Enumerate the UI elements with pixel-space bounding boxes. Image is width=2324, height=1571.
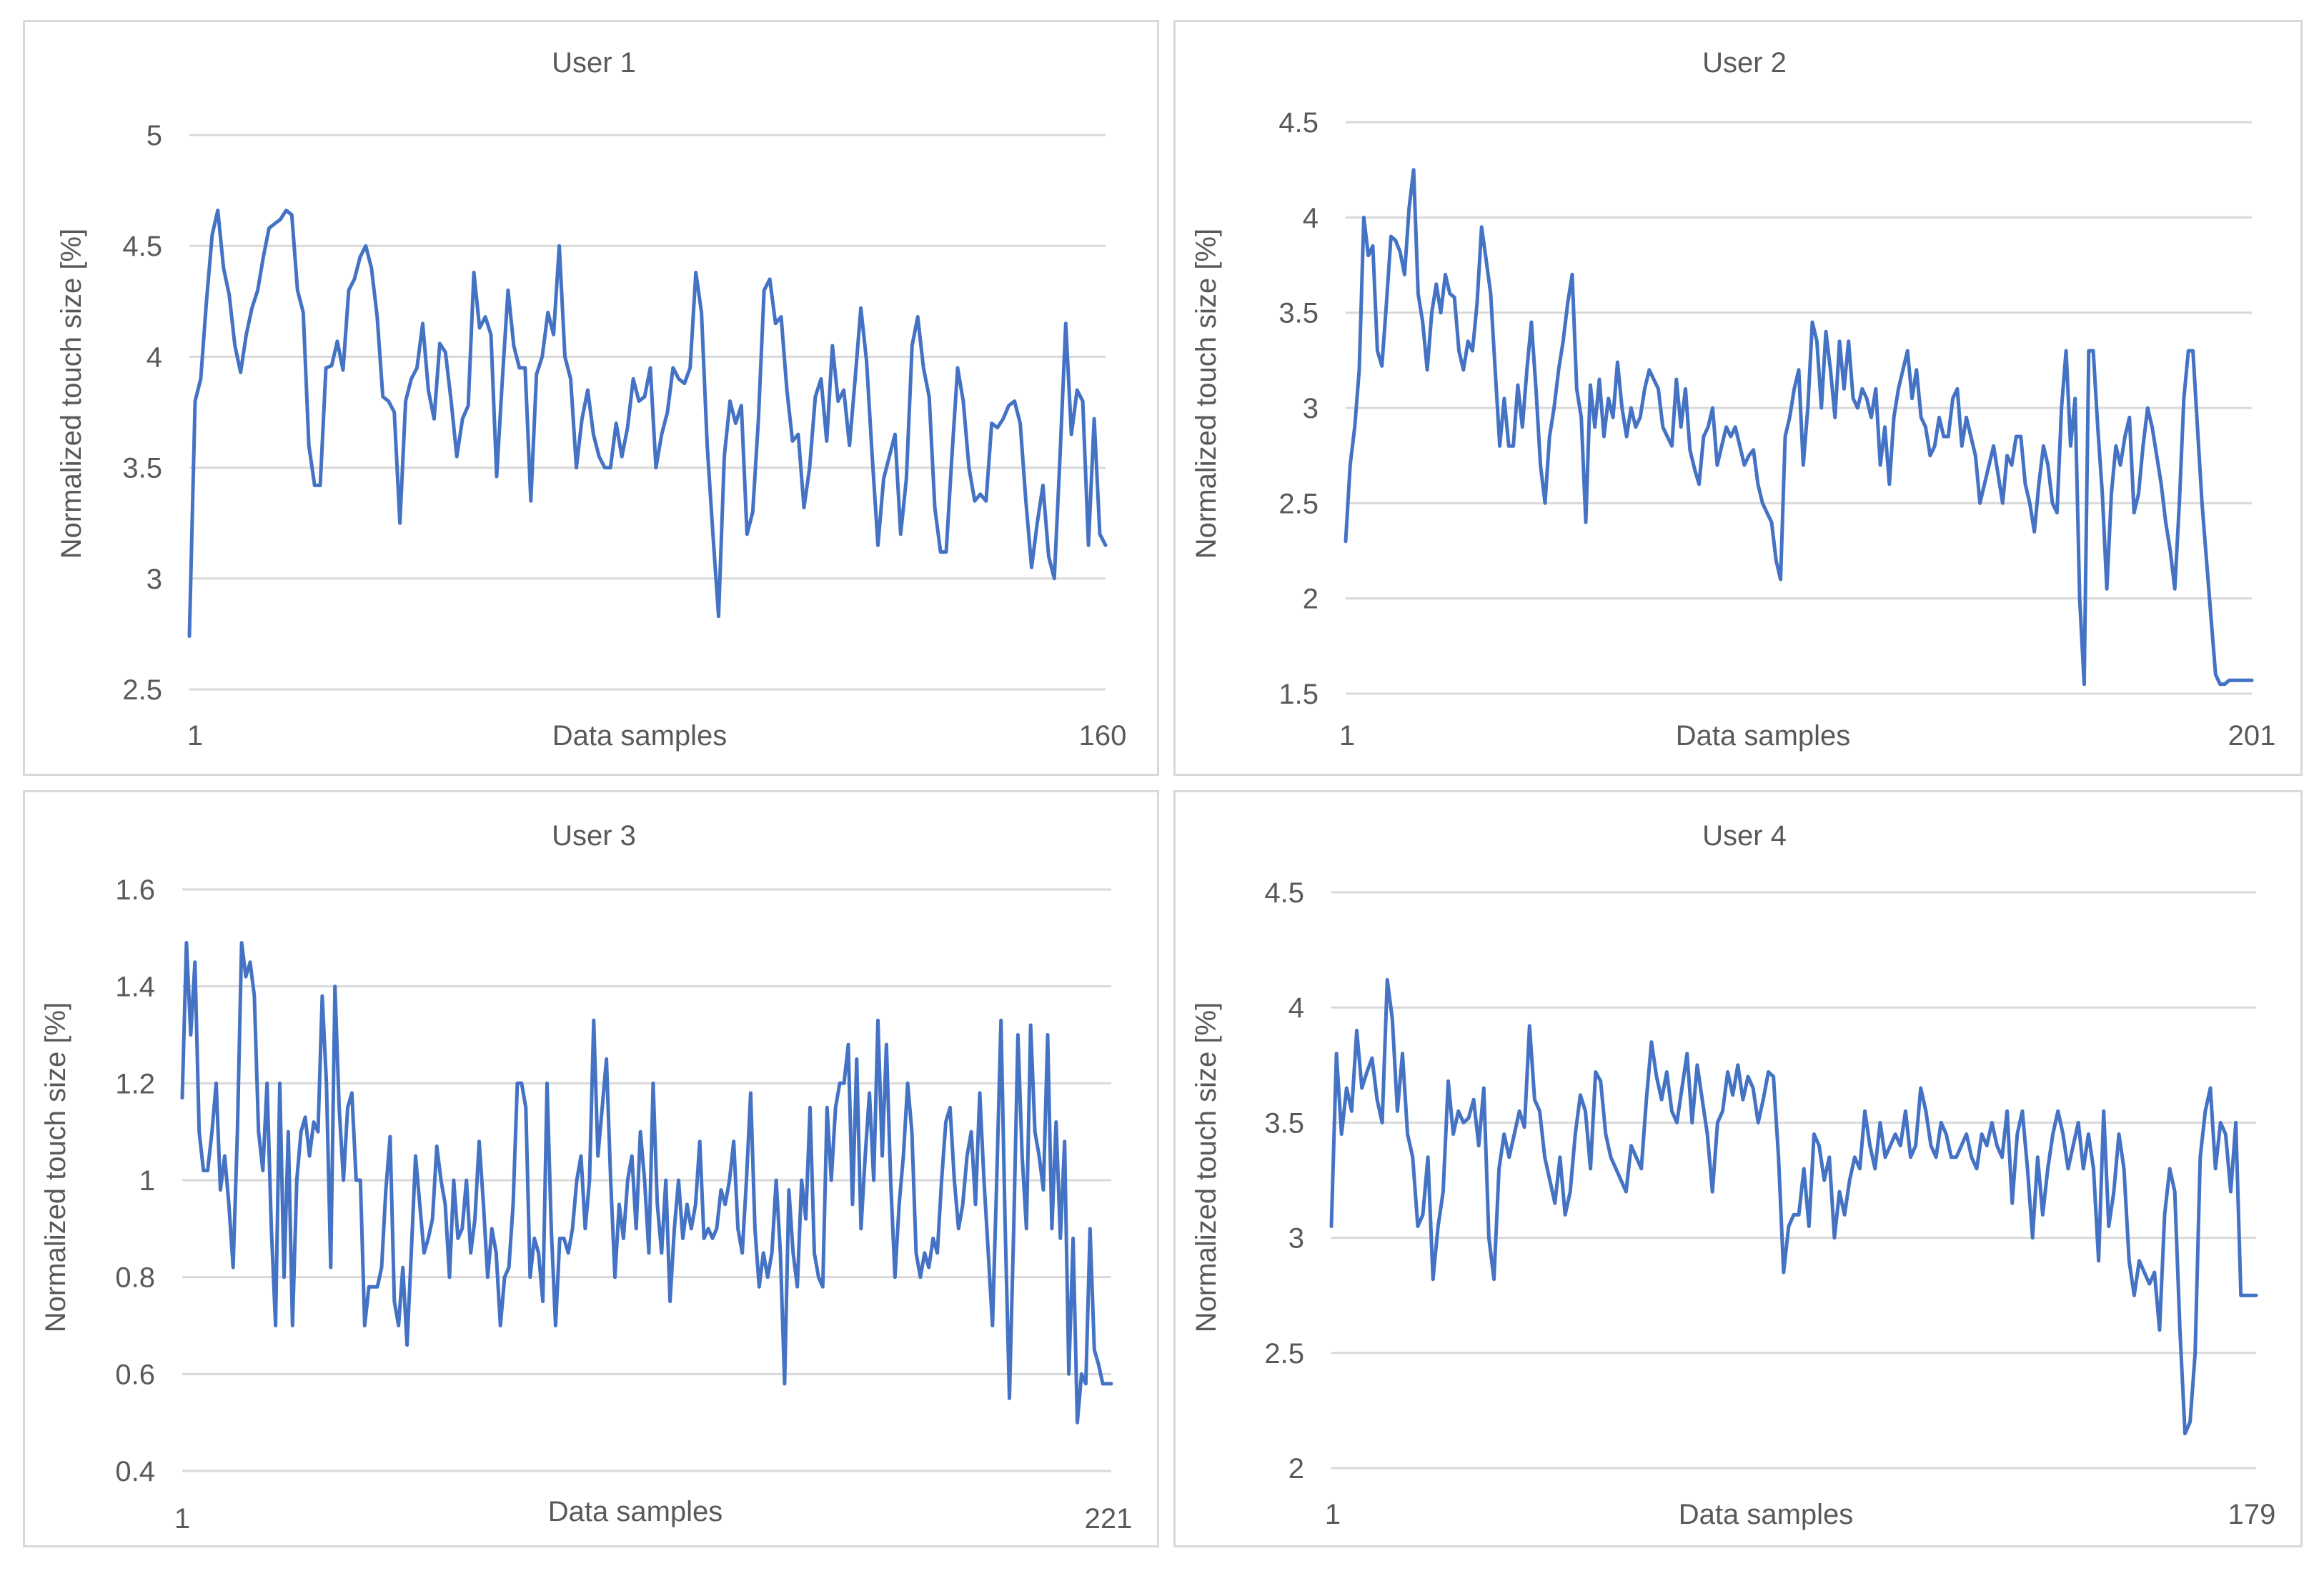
y-tick-group: 1.5 2 2.5 3 3.5 4 4.5 bbox=[1278, 107, 1319, 710]
x-tick-label: 201 bbox=[2228, 720, 2276, 752]
x-tick-label: 1 bbox=[1325, 1499, 1341, 1530]
y-tick-label: 1 bbox=[139, 1165, 155, 1197]
y-tick-label: 2.5 bbox=[122, 674, 162, 706]
y-tick-label: 5 bbox=[147, 120, 162, 151]
y-tick-label: 4.5 bbox=[1278, 107, 1319, 139]
y-tick-label: 3 bbox=[1288, 1223, 1304, 1255]
y-axis-title: Normalized touch size [%] bbox=[1191, 229, 1222, 559]
chart-svg-user-3: User 3 Normalized touch size [%] Data sa… bbox=[40, 820, 1133, 1535]
y-axis-title: Normalized touch size [%] bbox=[40, 1002, 71, 1332]
chart-svg-user-1: User 1 Normalized touch size [%] Data sa… bbox=[56, 47, 1127, 752]
y-tick-label: 4.5 bbox=[1264, 877, 1304, 909]
y-tick-label: 4 bbox=[1303, 202, 1319, 234]
y-tick-label: 0.4 bbox=[115, 1456, 155, 1487]
y-tick-label: 2 bbox=[1303, 584, 1319, 615]
y-tick-label: 0.6 bbox=[115, 1359, 155, 1390]
x-tick-label: 1 bbox=[1339, 720, 1355, 752]
chart-title: User 2 bbox=[1702, 47, 1787, 79]
x-tick-label: 1 bbox=[187, 720, 203, 752]
y-tick-label: 3 bbox=[1303, 393, 1319, 424]
x-axis-title: Data samples bbox=[1679, 1499, 1854, 1530]
y-tick-label: 1.6 bbox=[115, 874, 155, 906]
series-line-user-2 bbox=[1344, 168, 2254, 687]
chart-svg-user-4: User 4 Normalized touch size [%] Data sa… bbox=[1191, 820, 2276, 1530]
y-tick-label: 3.5 bbox=[1264, 1107, 1304, 1139]
series-line-user-1 bbox=[187, 209, 1108, 638]
chart-title: User 3 bbox=[552, 820, 636, 852]
y-tick-label: 3 bbox=[147, 564, 162, 595]
x-tick-label: 221 bbox=[1085, 1503, 1133, 1535]
grid-group bbox=[182, 888, 1111, 1472]
y-tick-label: 1.2 bbox=[115, 1068, 155, 1099]
y-tick-label: 3.5 bbox=[122, 453, 162, 484]
y-tick-label: 3.5 bbox=[1278, 298, 1319, 329]
chart-panel-user-2: User 2 Normalized touch size [%] Data sa… bbox=[1173, 20, 2303, 776]
y-tick-label: 4 bbox=[147, 341, 162, 373]
chart-title: User 1 bbox=[552, 47, 636, 79]
x-tick-label: 1 bbox=[174, 1503, 190, 1535]
series-line-user-3 bbox=[180, 941, 1113, 1425]
y-tick-group: 2 2.5 3 3.5 4 4.5 bbox=[1264, 877, 1304, 1485]
series-line-user-4 bbox=[1329, 978, 2258, 1436]
x-axis-title: Data samples bbox=[548, 1496, 723, 1527]
grid-group bbox=[189, 134, 1106, 691]
y-tick-label: 2 bbox=[1288, 1453, 1304, 1485]
y-tick-label: 1.4 bbox=[115, 972, 155, 1003]
grid-group bbox=[1331, 891, 2256, 1470]
chart-panel-user-1: User 1 Normalized touch size [%] Data sa… bbox=[23, 20, 1159, 776]
y-tick-label: 1.5 bbox=[1278, 679, 1319, 710]
y-tick-label: 2.5 bbox=[1264, 1338, 1304, 1370]
y-tick-label: 0.8 bbox=[115, 1262, 155, 1294]
y-axis-title: Normalized touch size [%] bbox=[56, 229, 87, 559]
x-axis-title: Data samples bbox=[552, 720, 728, 752]
y-tick-group: 0.4 0.6 0.8 1 1.2 1.4 1.6 bbox=[115, 874, 155, 1487]
x-tick-label: 179 bbox=[2228, 1499, 2276, 1530]
x-axis-title: Data samples bbox=[1676, 720, 1851, 752]
x-tick-label: 160 bbox=[1079, 720, 1127, 752]
chart-panel-user-4: User 4 Normalized touch size [%] Data sa… bbox=[1173, 790, 2303, 1547]
y-tick-label: 4.5 bbox=[122, 231, 162, 262]
y-tick-label: 4 bbox=[1288, 992, 1304, 1024]
chart-svg-user-2: User 2 Normalized touch size [%] Data sa… bbox=[1191, 47, 2276, 752]
y-tick-label: 2.5 bbox=[1278, 488, 1319, 519]
grid-group bbox=[1346, 121, 2252, 695]
chart-title: User 4 bbox=[1702, 820, 1787, 852]
y-tick-group: 2.5 3 3.5 4 4.5 5 bbox=[122, 120, 162, 706]
y-axis-title: Normalized touch size [%] bbox=[1191, 1002, 1222, 1332]
chart-panel-user-3: User 3 Normalized touch size [%] Data sa… bbox=[23, 790, 1159, 1547]
